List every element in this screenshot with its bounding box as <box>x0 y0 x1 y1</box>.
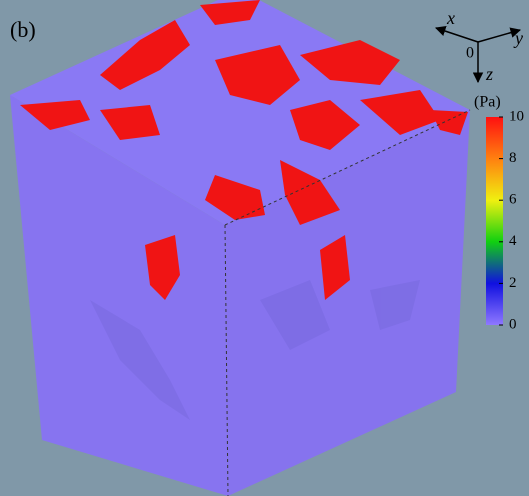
tick-label: 8 <box>509 150 517 166</box>
z-label: z <box>485 64 493 84</box>
origin-label: 0 <box>466 45 474 62</box>
tick-label: 4 <box>509 233 517 249</box>
figure: (b) x y z 0 (Pa) 0 2 4 6 8 10 <box>0 0 529 496</box>
tick-label: 6 <box>509 192 517 208</box>
tick-label: 2 <box>509 275 517 291</box>
colorbar-unit: (Pa) <box>474 94 501 111</box>
tick-label: 0 <box>509 316 517 332</box>
colorbar <box>486 117 503 325</box>
y-label: y <box>513 28 523 48</box>
tick-label: 10 <box>509 108 524 124</box>
x-label: x <box>446 8 455 28</box>
panel-label: (b) <box>10 17 36 42</box>
